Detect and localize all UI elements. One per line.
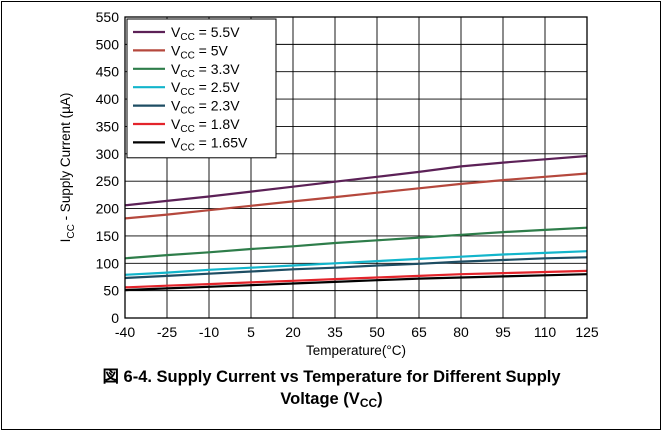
legend-label: VCC = 3.3V xyxy=(171,61,240,80)
x-tick-label: 95 xyxy=(495,324,511,340)
x-tick-label: 65 xyxy=(411,324,427,340)
plot-border xyxy=(124,16,588,319)
series-lines xyxy=(124,154,588,292)
y-tick-label: 400 xyxy=(96,91,120,107)
x-tick-label: 35 xyxy=(327,324,343,340)
y-tick-label: 0 xyxy=(111,310,119,326)
legend-label: VCC = 2.3V xyxy=(171,98,240,117)
figure-caption: 図 6-4. Supply Current vs Temperature for… xyxy=(0,366,663,414)
legend-label: VCC = 5V xyxy=(171,42,229,61)
x-tick-label: -40 xyxy=(115,324,135,340)
x-tick-label: 5 xyxy=(247,324,255,340)
y-tick-labels: 0 50 100 150 200 250 300 350 400 450 500 550 xyxy=(96,9,120,326)
series-line xyxy=(124,273,588,292)
legend-label: VCC = 1.8V xyxy=(171,116,240,135)
series-line xyxy=(124,256,588,280)
legend-label: VCC = 1.65V xyxy=(171,134,248,153)
series-line xyxy=(124,172,588,220)
x-axis-title: Temperature(°C) xyxy=(306,343,406,358)
series-line xyxy=(124,269,588,289)
y-tick-label: 250 xyxy=(96,173,120,189)
y-tick-label: 550 xyxy=(96,9,120,25)
y-tick-label: 500 xyxy=(96,36,120,52)
legend-box xyxy=(126,18,277,159)
x-tick-label: -25 xyxy=(157,324,177,340)
caption-line-1: 図 6-4. Supply Current vs Temperature for… xyxy=(102,368,561,386)
x-tick-label: 50 xyxy=(369,324,385,340)
x-tick-label: 20 xyxy=(285,324,301,340)
y-tick-label: 450 xyxy=(96,64,120,80)
y-tick-label: 300 xyxy=(96,146,120,162)
y-tick-label: 350 xyxy=(96,118,120,134)
caption-line-2-suffix: ) xyxy=(377,390,383,408)
caption-line-2-sub: CC xyxy=(359,396,378,410)
caption-line-2: Voltage (VCC) xyxy=(0,388,663,414)
x-tick-labels: -40 -25 -10 5 20 35 50 65 80 95 110 125 xyxy=(115,324,599,340)
legend-label: VCC = 2.5V xyxy=(171,79,240,98)
series-line xyxy=(124,250,588,276)
x-tick-label: 110 xyxy=(534,324,557,340)
y-tick-label: 50 xyxy=(103,283,119,299)
x-tick-label: 80 xyxy=(453,324,469,340)
y-axis-title-suffix: - Supply Current (µA) xyxy=(58,93,73,225)
series-line xyxy=(124,226,588,260)
y-tick-label: 150 xyxy=(96,228,120,244)
legend-label: VCC = 5.5V xyxy=(171,24,240,43)
y-axis-title-sub: CC xyxy=(66,224,77,238)
x-tick-label: 125 xyxy=(575,324,599,340)
y-tick-label: 200 xyxy=(96,201,120,217)
y-axis-title-prefix: I xyxy=(58,239,73,243)
y-tick-label: 100 xyxy=(96,255,120,271)
series-line xyxy=(124,154,588,207)
y-axis-title: ICC - Supply Current (µA) xyxy=(58,93,77,243)
caption-line-2-prefix: Voltage (V xyxy=(280,390,360,408)
x-tick-label: -10 xyxy=(199,324,219,340)
